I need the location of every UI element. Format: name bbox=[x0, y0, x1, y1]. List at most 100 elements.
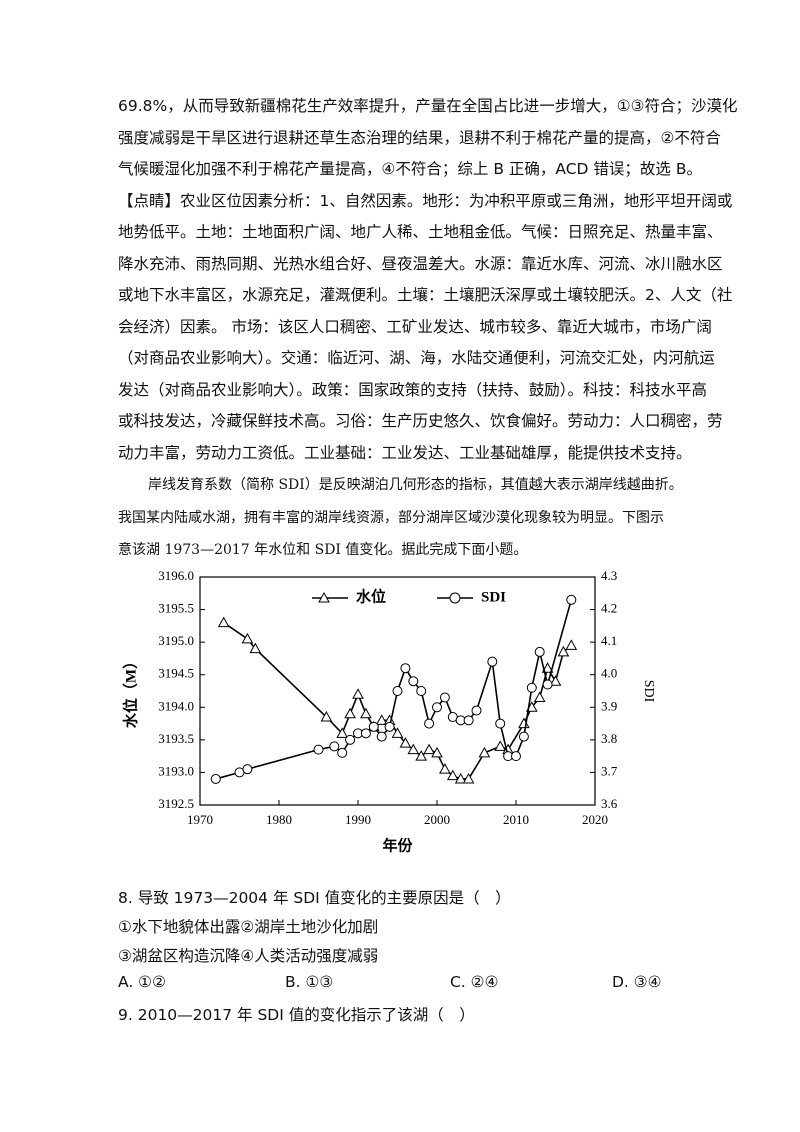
triangle-marker bbox=[446, 769, 459, 781]
triangle-marker bbox=[454, 772, 467, 784]
y2-tick-label: 4.1 bbox=[601, 633, 617, 648]
circle-marker bbox=[337, 747, 348, 758]
triangle-marker bbox=[352, 688, 364, 699]
y-tick-label: 3192.5 bbox=[158, 796, 194, 811]
answer-option: D. ③④ bbox=[612, 973, 662, 991]
triangle-marker bbox=[375, 714, 388, 725]
y-axis-label: 水位（M） bbox=[121, 654, 139, 728]
triangle-marker bbox=[565, 639, 578, 650]
circle-marker bbox=[242, 764, 253, 775]
x-tick-label: 2000 bbox=[424, 812, 450, 827]
triangle-marker bbox=[336, 727, 349, 738]
circle-marker bbox=[376, 731, 387, 742]
triangle-marker bbox=[360, 707, 372, 719]
y2-tick-label: 4.3 bbox=[601, 568, 617, 583]
circle-marker bbox=[487, 656, 498, 667]
circle-marker bbox=[439, 692, 450, 703]
triangle-marker bbox=[399, 737, 412, 748]
chart: 3192.5 3193.0 3193.5 3194.0 3194.5 3195.0 3195… bbox=[121, 568, 656, 854]
x-axis-label: 年份 bbox=[382, 836, 413, 854]
circle-marker bbox=[495, 718, 506, 729]
answer-option: A. ①② bbox=[118, 973, 166, 991]
y2-tick-label: 3.9 bbox=[601, 698, 617, 713]
text-line: 气候暖湿化加强不利于棉花产量提高，④不符合；综上 B 正确，ACD 错误；故选 … bbox=[118, 160, 702, 178]
circle-marker bbox=[368, 721, 379, 732]
text-line: 或科技发达，冷藏保鲜技术高。习俗：生产历史悠久、饮食偏好。劳动力：人口稠密，劳 bbox=[118, 412, 723, 430]
text-line: （对商品农业影响大）。交通：临近河、湖、海，水陆交通便利，河流交汇处，内河航运 bbox=[118, 349, 715, 367]
circle-marker bbox=[408, 676, 419, 687]
text-line: 69.8%，从而导致新疆棉花生产效率提升，产量在全国占比进一步增大，①③符合；沙… bbox=[118, 97, 738, 115]
text-line: 发达（对商品农业影响大）。政策：国家政策的支持（扶持、鼓励）。科技：科技水平高 bbox=[118, 380, 708, 399]
triangle-marker bbox=[320, 711, 333, 722]
triangle-marker bbox=[217, 616, 230, 628]
triangle-marker bbox=[407, 743, 420, 755]
x-tick-label: 2020 bbox=[582, 812, 608, 827]
intro-line: 岸线发育系数（简称 SDI）是反映湖泊几何形态的指标，其值越大表示湖岸线越曲折。 bbox=[148, 477, 683, 493]
triangle-marker bbox=[557, 645, 570, 657]
triangle-marker bbox=[533, 691, 546, 703]
circle-marker bbox=[463, 715, 474, 726]
y-tick-label: 3193.5 bbox=[158, 731, 194, 746]
intro-line: 意该湖 1973—2017 年水位和 SDI 值变化。据此完成下面小题。 bbox=[118, 542, 528, 558]
text-line: 或地下水丰富区，水源充足，灌溉便利。土壤：土壤肥沃深厚或土壤较肥沃。2、人文（社 bbox=[118, 286, 733, 304]
circle-marker bbox=[511, 751, 521, 762]
triangle-marker bbox=[241, 632, 254, 644]
text-line: 降水充沛、雨热同期、光热水组合好、昼夜温差大。水源：靠近水库、河流、冰川融水区 bbox=[118, 254, 723, 273]
circle-marker bbox=[432, 702, 442, 713]
text-line: 【点睛】农业区位因素分析：1、自然因素。地形：为冲积平原或三角洲，地形平坦开阔或 bbox=[118, 191, 733, 210]
circle-marker bbox=[424, 718, 435, 729]
plot-frame bbox=[199, 576, 596, 806]
circle-marker bbox=[534, 646, 545, 657]
question-stem: 8. 导致 1973—2004 年 SDI 值变化的主要原因是（ ） bbox=[118, 889, 511, 907]
text-line: 动力丰富，劳动力工资低。工业基础：工业发达、工业基础雄厚，能提供技术支持。 bbox=[118, 443, 692, 462]
triangle-marker bbox=[249, 642, 262, 654]
y2-tick-label: 4.0 bbox=[601, 666, 617, 681]
x-tick-label: 1980 bbox=[266, 812, 292, 827]
intro-line: 我国某内陆咸水湖，拥有丰富的湖岸线资源，部分湖岸区域沙漠化现象较为明显。下图示 bbox=[118, 509, 664, 526]
y-tick-label: 3195.0 bbox=[158, 633, 194, 648]
text-line: 会经济）因素。 市场：该区人口稠密、工矿业发达、城市较多、靠近大城市，市场广阔 bbox=[118, 317, 712, 336]
circle-marker bbox=[400, 663, 411, 674]
text-line: 强度减弱是干旱区进行退耕还草生态治理的结果，退耕不利于棉花产量的提高，②不符合 bbox=[118, 128, 721, 147]
text-line: 地势低平。土地：土地面积广阔、地广人稀、土地租金低。气候：日照充足、热量丰富、 bbox=[118, 223, 723, 241]
x-tick-label: 1990 bbox=[345, 812, 371, 827]
circle-marker bbox=[313, 744, 324, 755]
triangle-marker bbox=[423, 743, 435, 755]
x-tick-label: 2010 bbox=[503, 812, 529, 827]
triangle-marker bbox=[344, 707, 356, 719]
triangle-marker bbox=[462, 772, 475, 784]
y2-tick-label: 3.6 bbox=[601, 796, 618, 811]
circle-marker bbox=[210, 773, 221, 784]
question-stem: 9. 2010—2017 年 SDI 值的变化指示了该湖（ ） bbox=[118, 1006, 475, 1024]
triangle-marker bbox=[549, 675, 562, 686]
circle-marker bbox=[392, 686, 403, 696]
circle-marker bbox=[329, 741, 340, 752]
y2-axis-label: SDI bbox=[641, 680, 656, 703]
y2-tick-label: 3.8 bbox=[601, 731, 617, 746]
y-tick-label: 3195.5 bbox=[158, 601, 194, 616]
circle-marker bbox=[360, 728, 371, 739]
y-tick-label: 3196.0 bbox=[158, 568, 194, 583]
legend-marker bbox=[449, 592, 461, 604]
circle-marker bbox=[542, 679, 553, 690]
triangle-marker bbox=[494, 740, 507, 751]
question-statement: ③湖盆区构造沉降④人类活动强度减弱 bbox=[118, 947, 379, 965]
circle-marker bbox=[416, 686, 427, 696]
triangle-marker bbox=[478, 746, 491, 758]
circle-marker bbox=[471, 705, 482, 716]
triangle-marker bbox=[415, 750, 428, 761]
circle-marker bbox=[566, 594, 577, 605]
question-statement: ①水下地貌体出露②湖岸土地沙化加剧 bbox=[118, 918, 379, 936]
triangle-marker bbox=[541, 662, 554, 673]
triangle-marker bbox=[431, 746, 443, 758]
y2-tick-label: 3.7 bbox=[601, 763, 618, 778]
x-tick-label: 1970 bbox=[187, 812, 213, 827]
legend-marker bbox=[318, 591, 330, 603]
y2-tick-label: 4.2 bbox=[601, 601, 617, 616]
circle-marker bbox=[526, 682, 537, 693]
triangle-marker bbox=[439, 763, 451, 774]
circle-marker bbox=[518, 731, 529, 742]
y-tick-label: 3193.0 bbox=[158, 763, 194, 778]
legend-label: 水位 bbox=[356, 587, 386, 605]
